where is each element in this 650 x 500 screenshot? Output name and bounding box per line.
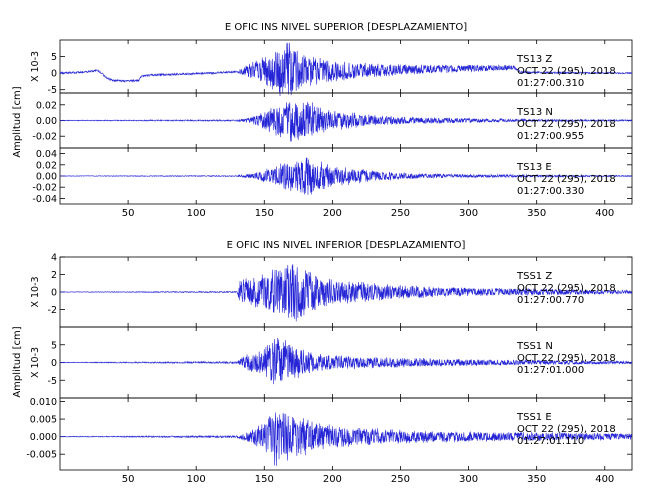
y-tick-label: -2 [48,305,57,316]
y-tick-label: -0.02 [32,132,57,143]
station-info-line: TS13 N [516,107,553,118]
x-tick-label: 150 [255,474,274,485]
y-tick-label: 0.02 [36,100,57,111]
station-info-line: 01:27:01.110 [517,436,584,447]
scale-label: X 10-3 [30,347,41,378]
waveform-tss1-n [59,338,633,385]
x-tick-label: 150 [255,208,274,219]
y-tick-label: 5 [51,52,57,63]
x-tick-label: 100 [187,474,206,485]
y-tick-label: 0.04 [36,149,57,160]
x-tick-label: 100 [187,208,206,219]
y-tick-label: 0.000 [30,432,57,443]
waveform-ts13-e [59,157,633,195]
station-info-line: 01:27:00.310 [517,78,584,89]
y-tick-label: -0.04 [32,194,57,205]
waveform-ts13-n [59,101,633,142]
station-info-line: OCT 22 (295), 2018 [517,283,616,294]
top-chart-title: E OFIC INS NIVEL SUPERIOR [DESPLAZAMIENT… [225,22,467,33]
y-tick-label: -0.005 [26,450,57,461]
waveform-ts13-z [59,42,633,97]
station-info-line: OCT 22 (295), 2018 [517,424,616,435]
y-tick-label: -5 [48,85,57,96]
x-tick-label: 200 [323,208,342,219]
bottom-chart-title: E OFIC INS NIVEL INFERIOR [DESPLAZAMIENT… [227,240,466,251]
y-tick-label: -5 [48,376,57,387]
x-tick-label: 350 [527,208,546,219]
scale-label: X 10-3 [30,276,41,307]
station-info-line: TS13 Z [516,54,552,65]
top-chart-ylabel: Amplitud [cm] [12,86,23,157]
panel-frame-1-2 [59,397,633,471]
y-tick-label: -0.02 [32,183,57,194]
x-tick-label: 300 [459,208,478,219]
x-tick-label: 400 [595,208,614,219]
station-info-line: 01:27:01.000 [517,365,584,376]
bottom-chart-ylabel: Amplitud [cm] [12,326,23,397]
x-tick-label: 200 [323,474,342,485]
station-info-line: OCT 22 (295), 2018 [517,119,616,130]
station-info-line: 01:27:00.770 [517,295,584,306]
station-info-line: OCT 22 (295), 2018 [517,66,616,77]
y-tick-label: 0 [51,288,57,299]
x-tick-label: 250 [391,474,410,485]
x-tick-label: 50 [122,474,135,485]
waveform-tss1-z [59,264,633,322]
y-tick-label: 0.00 [36,116,57,127]
station-info-line: 01:27:00.330 [517,186,584,197]
y-tick-label: 5 [51,340,57,351]
y-tick-label: 0.010 [30,397,57,408]
y-tick-label: 0 [51,358,57,369]
x-tick-label: 300 [459,474,478,485]
station-info-line: TS13 E [516,162,552,173]
y-tick-label: 2 [51,270,57,281]
x-tick-label: 350 [527,474,546,485]
scale-label: X 10-3 [30,51,41,82]
y-tick-label: 0.00 [36,172,57,183]
x-tick-label: 250 [391,208,410,219]
x-tick-label: 400 [595,474,614,485]
station-info-line: TSS1 E [516,412,552,423]
y-tick-label: 0.005 [30,415,57,426]
y-tick-label: 4 [51,253,57,264]
station-info-line: OCT 22 (295), 2018 [517,174,616,185]
station-info-line: OCT 22 (295), 2018 [517,353,616,364]
station-info-line: 01:27:00.955 [517,131,584,142]
y-tick-label: 0.02 [36,160,57,171]
x-tick-label: 50 [122,208,135,219]
station-info-line: TSS1 N [516,341,553,352]
waveform-tss1-e [59,412,633,466]
station-info-line: TSS1 Z [516,271,552,282]
y-tick-label: 0 [51,69,57,80]
